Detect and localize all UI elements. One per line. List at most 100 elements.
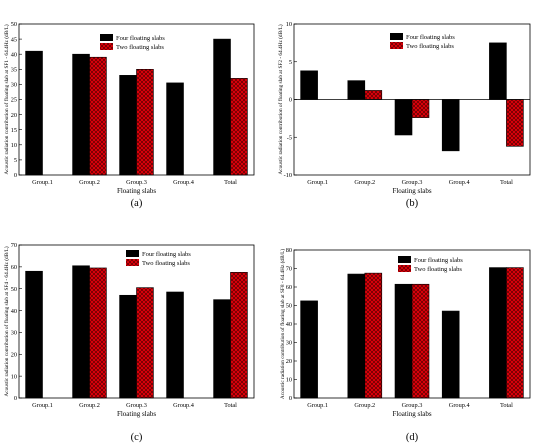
bar-two-total [506, 267, 524, 399]
x-tick-label: Group.3 [402, 402, 423, 409]
y-axis-label: Acoustic radiation contribution of float… [279, 249, 286, 399]
bar-four-total [489, 267, 507, 399]
bar-four-group4 [166, 291, 184, 399]
legend: Four floating slabs Two floating slabs [100, 34, 165, 51]
x-tick-labels: Group.1 Group.2 Group.3 Group.4 Total [32, 402, 237, 409]
x-tick-label: Group.2 [79, 402, 100, 409]
y-axis-label: Acoustic radiation contribution of float… [3, 246, 10, 396]
x-axis-label: Floating slabs [117, 410, 156, 418]
y-tick-label: -5 [287, 134, 292, 141]
y-ticks: 0 5 10 15 20 25 30 35 40 45 50 [11, 21, 22, 179]
y-tick-label: 40 [11, 308, 17, 315]
x-tick-label: Group.2 [354, 179, 375, 186]
x-tick-label: Group.3 [126, 179, 147, 186]
bar-four-group1 [25, 50, 43, 176]
legend-label-two: Two floating slabs [142, 260, 190, 267]
panel-label: (b) [406, 198, 419, 209]
y-tick-label: 45 [11, 36, 17, 43]
x-tick-label: Group.4 [173, 179, 195, 186]
x-tick-label: Group.1 [32, 179, 53, 186]
bar-four-group1 [300, 70, 318, 100]
y-tick-label: 40 [286, 321, 292, 328]
y-tick-label: 60 [286, 284, 292, 291]
bar-group [25, 38, 248, 176]
y-tick-label: 20 [286, 358, 292, 365]
bar-two-group3 [136, 69, 154, 176]
bar-group [300, 42, 524, 152]
y-tick-label: 10 [286, 21, 292, 28]
y-tick-label: 5 [14, 157, 17, 164]
legend-label-two: Two floating slabs [414, 266, 462, 273]
y-tick-label: 70 [11, 242, 17, 249]
bar-two-total [230, 78, 248, 176]
bar-four-total [213, 38, 231, 176]
bar-four-group3 [119, 294, 137, 399]
y-tick-label: -10 [284, 172, 292, 179]
y-ticks: -10 -5 0 5 10 [284, 21, 297, 179]
legend-swatch-two [398, 265, 411, 272]
y-tick-label: 50 [11, 21, 17, 28]
bar-four-group4 [166, 82, 184, 176]
x-tick-label: Group.1 [32, 402, 53, 409]
legend-swatch-two [100, 43, 113, 50]
x-axis-label: Floating slabs [117, 187, 156, 195]
y-tick-label: 70 [286, 266, 292, 273]
legend-swatch-four [126, 250, 139, 257]
bar-four-group3 [119, 75, 137, 176]
bar-two-group2 [364, 272, 383, 399]
x-tick-labels: Group.1 Group.2 Group.3 Group.4 Total [32, 179, 237, 186]
bar-two-group3 [411, 99, 430, 118]
y-tick-label: 35 [11, 67, 17, 74]
bar-two-group2 [364, 90, 383, 100]
legend-label-two: Two floating slabs [116, 44, 164, 51]
y-tick-label: 15 [11, 127, 17, 134]
bar-four-group2 [72, 265, 90, 399]
legend-label-four: Four floating slabs [414, 257, 463, 264]
y-ticks: 0 10 20 30 40 50 60 70 [11, 242, 22, 402]
x-tick-label: Total [224, 179, 237, 186]
y-tick-label: 10 [286, 377, 292, 384]
bar-four-total [213, 299, 231, 399]
bar-four-group3 [394, 99, 413, 136]
bar-two-group2 [89, 267, 107, 399]
y-tick-label: 0 [289, 395, 292, 402]
x-axis-label: Floating slabs [392, 187, 431, 195]
bar-four-group2 [347, 80, 366, 100]
x-tick-label: Group.2 [354, 402, 375, 409]
legend: Four floating slabs Two floating slabs [398, 256, 463, 273]
y-tick-label: 0 [289, 97, 292, 104]
bar-two-group2 [89, 56, 107, 176]
legend-swatch-two [390, 42, 403, 49]
x-axis-label: Floating slabs [392, 410, 431, 418]
y-tick-label: 80 [286, 247, 292, 254]
bar-group [25, 265, 248, 399]
y-ticks: 0 10 20 30 40 50 60 70 80 [286, 247, 297, 402]
x-tick-labels: Group.1 Group.2 Group.3 Group.4 Total [307, 402, 513, 409]
x-tick-label: Group.3 [402, 179, 423, 186]
bar-two-group3 [411, 283, 430, 399]
bar-two-group3 [136, 287, 154, 399]
panel-label: (a) [131, 198, 143, 209]
y-axis-label: Acoustic radiation contribution of float… [277, 24, 284, 174]
y-tick-label: 25 [11, 97, 17, 104]
bar-four-group2 [72, 53, 90, 176]
x-tick-labels: Group.1 Group.2 Group.3 Group.4 Total [307, 179, 513, 186]
legend-swatch-two [126, 259, 139, 266]
panel-label: (d) [406, 432, 419, 443]
bar-two-total [230, 272, 248, 399]
y-tick-label: 20 [11, 112, 17, 119]
y-tick-label: 20 [11, 351, 17, 358]
y-tick-label: 30 [11, 330, 17, 337]
legend-label-four: Four floating slabs [406, 34, 455, 41]
bar-four-group4 [441, 99, 460, 152]
bar-four-total [489, 42, 507, 100]
legend-swatch-four [390, 33, 403, 40]
legend-label-two: Two floating slabs [406, 43, 454, 50]
x-tick-label: Group.1 [307, 402, 328, 409]
bar-four-group4 [441, 310, 460, 399]
y-tick-label: 0 [14, 395, 17, 402]
